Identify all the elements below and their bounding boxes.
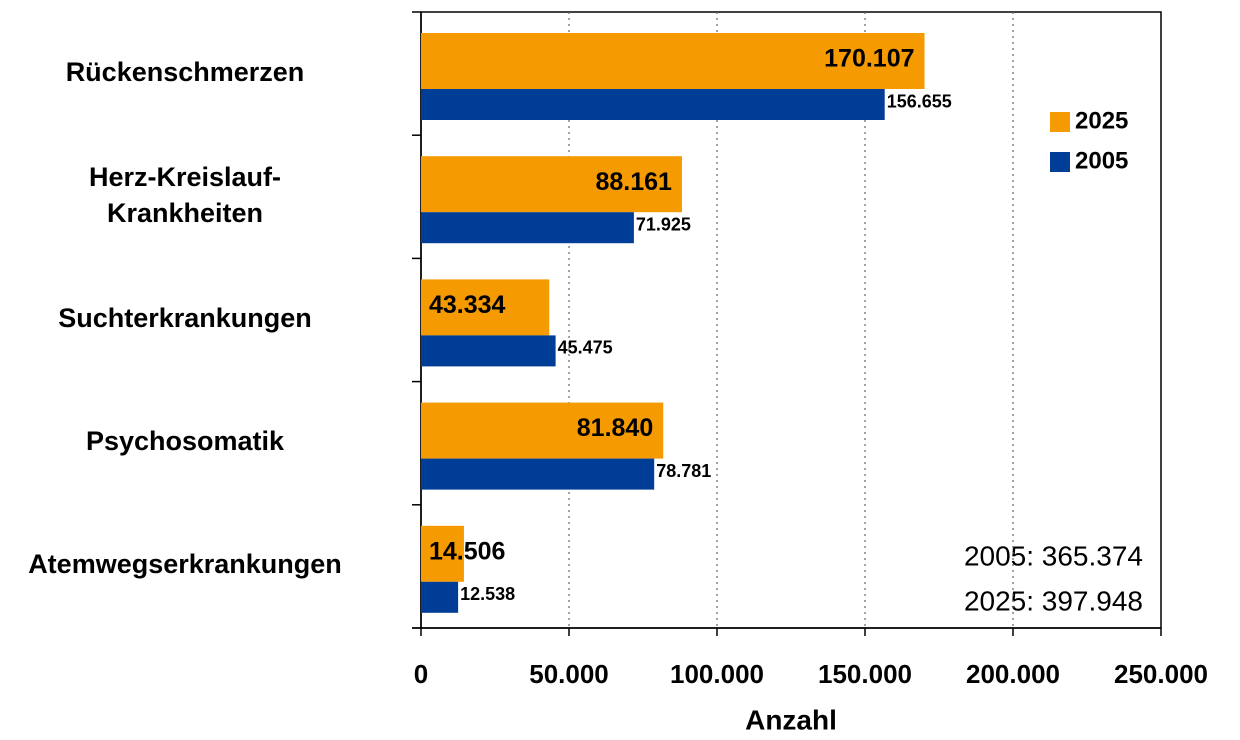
bar <box>421 212 634 244</box>
bar <box>421 156 682 213</box>
y-tick-label: Psychosomatik <box>85 426 285 457</box>
annotation: 2025: 397.948 <box>964 585 1143 616</box>
bar <box>421 279 550 336</box>
data-label: 43.334 <box>429 291 506 319</box>
y-tick-label: Suchterkrankungen <box>58 303 312 333</box>
data-label: 12.538 <box>460 584 515 604</box>
bar <box>421 581 459 613</box>
x-tick-label: 100.000 <box>670 659 764 689</box>
bar <box>421 458 655 490</box>
data-label: 78.781 <box>656 461 711 481</box>
x-tick-label: 150.000 <box>818 659 912 689</box>
y-tick-label: Atemwegserkrankungen <box>28 549 342 580</box>
data-label: 14.506 <box>429 537 505 565</box>
data-label: 156.655 <box>887 91 952 111</box>
data-label: 45.475 <box>558 338 613 358</box>
bar <box>421 525 464 582</box>
annotation: 2005: 365.374 <box>964 540 1143 571</box>
y-tick-label: Rückenschmerzen <box>65 56 305 87</box>
data-label: 88.161 <box>595 168 672 196</box>
data-label: 170.107 <box>824 45 914 73</box>
x-tick-label: 250.000 <box>1114 659 1208 689</box>
x-axis-label: Anzahl <box>745 704 837 735</box>
data-label: 81.840 <box>577 414 653 442</box>
data-label: 71.925 <box>636 214 691 234</box>
legend-label: 2025 <box>1075 107 1128 134</box>
bar <box>421 33 925 89</box>
x-tick-label: 50.000 <box>529 659 609 689</box>
bar <box>421 335 556 367</box>
legend-swatch <box>1050 112 1070 132</box>
y-tick-label: Herz-Kreislauf- Krankheiten <box>88 161 282 228</box>
legend-swatch <box>1050 152 1070 172</box>
bar <box>421 89 885 120</box>
x-tick-label: 200.000 <box>966 659 1060 689</box>
x-tick-label: 0 <box>414 659 428 689</box>
legend-label: 2005 <box>1075 147 1128 174</box>
bar <box>421 402 664 459</box>
